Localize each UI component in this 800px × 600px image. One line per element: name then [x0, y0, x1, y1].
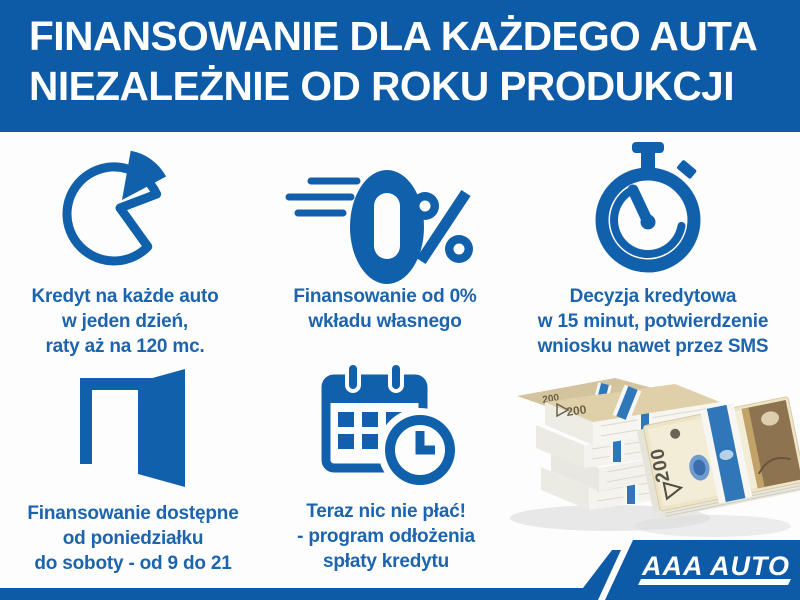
caption-line: - program odłożenia — [297, 526, 475, 547]
calendar-clock-icon — [321, 361, 462, 492]
caption-line: do soboty - od 9 do 21 — [34, 553, 232, 574]
pie-chart-icon — [62, 150, 167, 266]
open-door-icon — [80, 369, 185, 487]
caption-zero-percent: Finansowanie od 0% wkładu własnego — [265, 284, 505, 334]
banknote-number: 200 — [565, 402, 587, 419]
caption-line: w 15 minut, potwierdzenie — [537, 311, 769, 332]
caption-line: Finansowanie dostępne — [27, 503, 239, 524]
footer-bar — [0, 550, 621, 600]
zero-counter — [374, 193, 400, 259]
header-title-line1: FINANSOWANIE DLA KAŻDEGO AUTA — [29, 13, 758, 59]
footer: AAA AUTO — [0, 540, 800, 600]
caption-line: Finansowanie od 0% — [293, 286, 477, 307]
caption-decision: Decyzja kredytowa w 15 minut, potwierdze… — [520, 284, 786, 359]
zero-percent-icon — [285, 170, 473, 284]
stopwatch-dial — [610, 184, 686, 259]
top-bundle: 200 — [545, 384, 720, 422]
leaning-bundle: 200 — [636, 396, 800, 519]
stopwatch-icon — [595, 142, 701, 273]
caption-credit: Kredyt na każde auto w jeden dzień, raty… — [5, 284, 245, 359]
caption-line: Decyzja kredytowa — [569, 286, 737, 307]
percent-glyph — [411, 189, 473, 265]
stopwatch-body — [595, 167, 701, 273]
clock-overlay — [378, 408, 462, 492]
pie-circle — [62, 162, 162, 266]
calendar-header — [326, 379, 423, 403]
calendar-rings — [345, 361, 404, 393]
logo-underline — [638, 579, 791, 585]
caption-line: od poniedziałku — [62, 528, 204, 549]
banknote-stacks-photo: 200 — [510, 378, 800, 537]
caption-line: wniosku nawet przez SMS — [537, 336, 769, 357]
stopwatch-buttons — [632, 142, 697, 179]
header-title-line2: NIEZALEŻNIE OD ROKU PRODUKCJI — [29, 63, 735, 109]
caption-line: wkładu własnego — [308, 311, 462, 332]
caption-line: w jeden dzień, — [62, 311, 188, 332]
door-frame — [80, 378, 153, 464]
header-banner: FINANSOWANIE DLA KAŻDEGO AUTA NIEZALEŻNI… — [0, 0, 800, 132]
caption-line: spłaty kredytu — [322, 551, 450, 572]
speed-lines — [285, 177, 361, 217]
caption-line: Kredyt na każde auto — [31, 286, 219, 307]
aaa-auto-logo: AAA AUTO — [641, 551, 790, 581]
caption-deferred-payment: Teraz nic nie płać! - program odłożenia … — [268, 499, 504, 574]
caption-line: raty aż na 120 mc. — [45, 336, 205, 357]
door-leaf — [138, 369, 185, 487]
caption-line: Teraz nic nie płać! — [306, 501, 466, 522]
caption-availability: Finansowanie dostępne od poniedziałku do… — [10, 501, 256, 576]
